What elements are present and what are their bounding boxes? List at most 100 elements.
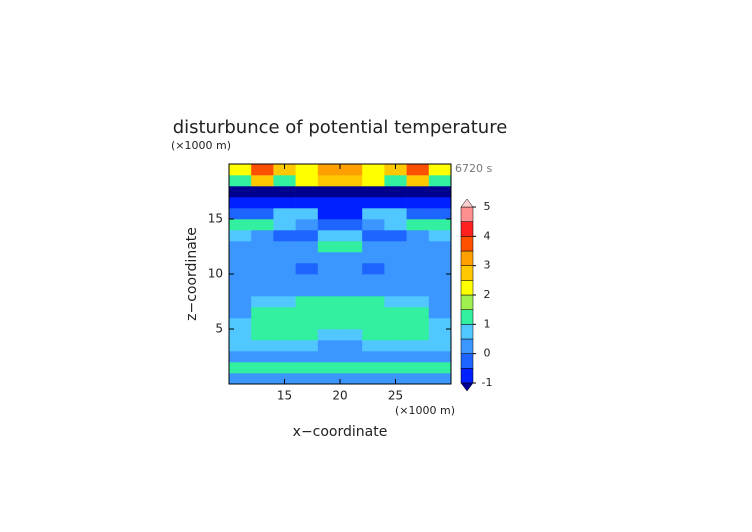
colorbar-segment (460, 353, 474, 369)
contour-cell (362, 362, 385, 374)
contour-cell (428, 208, 452, 220)
contour-cell (317, 296, 341, 308)
contour-cell (317, 175, 341, 187)
contour-cell (229, 164, 252, 176)
contour-cell (229, 307, 252, 319)
contour-cell (340, 296, 363, 308)
contour-cell (229, 285, 252, 297)
contour-cell (251, 351, 274, 363)
contour-cell (273, 197, 296, 209)
colorbar-segment (460, 280, 474, 296)
contour-cell (273, 230, 296, 242)
contour-cell (340, 351, 363, 363)
contour-cell (406, 307, 430, 319)
colorbar-tick-label: 0 (484, 347, 491, 360)
contour-cell (251, 186, 274, 198)
contour-cell (384, 208, 407, 220)
contour-cell (229, 274, 252, 286)
contour-cell (273, 175, 296, 187)
contour-cell (340, 307, 363, 319)
contour-cell (406, 351, 430, 363)
contour-cell (362, 186, 385, 198)
contour-cell (340, 318, 363, 330)
contour-cell (406, 362, 430, 374)
contour-cell (251, 219, 274, 231)
contour-cell (251, 307, 274, 319)
contour-cell (428, 230, 452, 242)
contour-cell (295, 307, 319, 319)
contour-cell (340, 175, 363, 187)
contour-cell (251, 263, 274, 275)
contour-cell (362, 175, 385, 187)
contour-cell (295, 362, 319, 374)
contour-cell (340, 263, 363, 275)
y-axis-label: z−coordinate (184, 227, 200, 321)
contour-cell (428, 197, 452, 209)
contour-cell (295, 219, 319, 231)
contour-cell (406, 340, 430, 352)
contour-cell (362, 219, 385, 231)
colorbar-tick-label: 5 (484, 200, 491, 213)
contour-cell (317, 329, 341, 341)
contour-cell (340, 164, 363, 176)
contour-cell (229, 263, 252, 275)
contour-cell (384, 296, 407, 308)
contour-cell (317, 307, 341, 319)
contour-cell (317, 230, 341, 242)
contour-cell (406, 219, 430, 231)
contour-cell (251, 197, 274, 209)
contour-cell (273, 186, 296, 198)
contour-cell (251, 175, 274, 187)
contour-cell (384, 197, 407, 209)
contour-cell (295, 318, 319, 330)
contour-cell (340, 252, 363, 264)
contour-cell (273, 362, 296, 374)
contour-cell (317, 164, 341, 176)
contour-cell (273, 340, 296, 352)
contour-cell (428, 241, 452, 253)
contour-cell (317, 252, 341, 264)
contour-cell (428, 340, 452, 352)
contour-cell (251, 285, 274, 297)
contour-cell (384, 164, 407, 176)
contour-cell (295, 274, 319, 286)
x-tick-label: 20 (332, 389, 347, 403)
contour-cell (251, 208, 274, 220)
contour-cell (273, 252, 296, 264)
contour-cell (384, 340, 407, 352)
contour-cell (428, 219, 452, 231)
contour-cell (251, 362, 274, 374)
contour-cell (406, 274, 430, 286)
contour-cell (340, 241, 363, 253)
contour-cell (229, 219, 252, 231)
contour-cell (317, 285, 341, 297)
contour-cell (317, 340, 341, 352)
contour-cell (273, 164, 296, 176)
contour-cell (406, 252, 430, 264)
contour-cell (229, 230, 252, 242)
contour-cell (229, 329, 252, 341)
contour-cell (340, 340, 363, 352)
contour-cell (384, 219, 407, 231)
contour-cell (384, 274, 407, 286)
contour-cell (273, 318, 296, 330)
x-unit: (×1000 m) (395, 404, 455, 417)
contour-cell (295, 241, 319, 253)
contour-cell (384, 175, 407, 187)
contour-cell (406, 373, 430, 385)
contour-cell (229, 351, 252, 363)
contour-cell (406, 164, 430, 176)
y-tick-label: 15 (208, 212, 223, 226)
contour-cell (384, 285, 407, 297)
colorbar-tick-label: 3 (484, 259, 491, 272)
contour-cell (428, 274, 452, 286)
contour-cell (317, 274, 341, 286)
contour-cell (251, 329, 274, 341)
contour-cell (428, 285, 452, 297)
contour-cell (384, 318, 407, 330)
contour-cell (229, 340, 252, 352)
contour-cell (406, 263, 430, 275)
contour-cell (251, 340, 274, 352)
contour-cell (340, 219, 363, 231)
contour-cell (362, 340, 385, 352)
